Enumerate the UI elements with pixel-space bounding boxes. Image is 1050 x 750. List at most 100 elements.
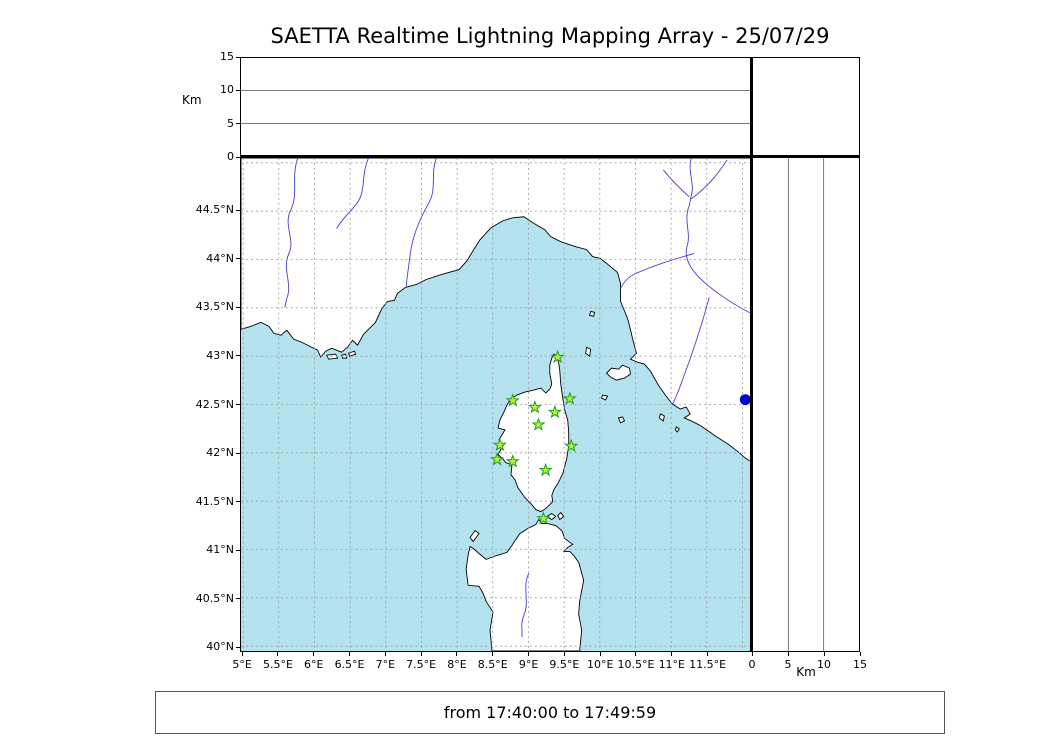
river xyxy=(662,169,690,198)
tick-mark xyxy=(236,156,240,158)
tick-mark xyxy=(236,598,240,600)
lightning-points xyxy=(739,394,751,406)
tick-label: 8°E xyxy=(447,658,467,671)
top-km-label: Km xyxy=(182,93,202,107)
tick-label: 43°N xyxy=(206,348,234,362)
island-asinara xyxy=(469,529,480,543)
thick-divider-vertical xyxy=(750,57,753,652)
tick-mark xyxy=(236,501,240,503)
tick-label: 9.5°E xyxy=(549,658,580,671)
tick-mark xyxy=(236,404,240,405)
tick-mark xyxy=(236,56,240,58)
tick-mark xyxy=(236,355,240,357)
island-giannutri xyxy=(674,426,680,433)
river xyxy=(405,158,437,287)
station-marker xyxy=(562,391,577,405)
station-marker xyxy=(505,393,520,407)
tick-label: 43.5°N xyxy=(195,300,234,314)
map xyxy=(241,158,751,651)
tick-label: 6°E xyxy=(304,658,324,671)
island-montecristo xyxy=(617,416,626,424)
island-levant xyxy=(348,350,357,357)
tick-mark xyxy=(384,652,386,656)
station-marker xyxy=(531,417,546,431)
coastline-corsica xyxy=(497,353,570,513)
tick-mark xyxy=(236,258,240,260)
island-gorgona xyxy=(589,310,596,317)
tick-mark xyxy=(492,652,494,656)
altitude-latitude-panel xyxy=(752,157,860,652)
tick-label: 10.5°E xyxy=(617,658,655,671)
tick-mark xyxy=(236,89,240,91)
tick-mark xyxy=(787,652,789,656)
coastline-mainland xyxy=(241,158,751,463)
river xyxy=(521,573,530,638)
tick-label: 0 xyxy=(227,150,234,163)
tick-label: 40°N xyxy=(206,640,234,654)
altitude-longitude-plot xyxy=(241,90,751,124)
island-elba xyxy=(605,364,631,381)
tick-mark xyxy=(456,652,458,656)
station-marker xyxy=(564,438,579,453)
tick-label: 8.5°E xyxy=(477,658,508,671)
tick-label: 5°E xyxy=(232,658,252,671)
island-maddalena xyxy=(545,513,557,521)
tick-mark xyxy=(236,209,240,211)
tick-mark xyxy=(859,652,861,656)
station-marker xyxy=(489,452,505,466)
river xyxy=(671,297,710,406)
river xyxy=(685,205,751,314)
tick-mark xyxy=(599,652,601,656)
station-marker xyxy=(505,454,520,468)
tick-mark xyxy=(751,652,753,656)
tick-mark xyxy=(241,652,243,656)
tick-mark xyxy=(420,652,422,656)
tick-label: 44°N xyxy=(206,251,234,265)
tick-mark xyxy=(236,549,240,551)
tick-mark xyxy=(277,652,279,656)
altitude-corner-panel xyxy=(752,57,860,157)
tick-mark xyxy=(313,652,315,656)
tick-label: 40.5°N xyxy=(195,591,234,605)
river xyxy=(688,158,693,206)
station-marker xyxy=(550,349,565,364)
tick-label: 11.5°E xyxy=(689,658,727,671)
thick-divider-horizontal xyxy=(240,155,860,158)
time-range-box: from 17:40:00 to 17:49:59 xyxy=(155,691,945,734)
island-pianosa xyxy=(601,394,609,401)
altitude-latitude-plot xyxy=(787,158,825,651)
tick-label: 41.5°N xyxy=(195,494,234,508)
tick-mark xyxy=(563,652,565,656)
time-range-text: from 17:40:00 to 17:49:59 xyxy=(443,703,657,722)
station-marker xyxy=(536,511,551,525)
tick-label: 5 xyxy=(784,658,792,671)
station-marker xyxy=(492,437,507,452)
island-port-cros xyxy=(341,353,348,359)
tick-mark xyxy=(635,652,637,656)
tick-label: 10 xyxy=(220,83,234,97)
tick-label: 15 xyxy=(853,658,867,671)
station-marker xyxy=(527,399,542,414)
tick-label: 44.5°N xyxy=(195,203,234,217)
station-markers xyxy=(489,349,579,525)
coastline-sardinia xyxy=(465,518,585,651)
tick-label: 0 xyxy=(748,658,756,671)
map-panel xyxy=(240,157,752,652)
lightning-point xyxy=(739,394,751,406)
river xyxy=(336,158,369,229)
tick-label: 10 xyxy=(817,658,831,671)
station-marker xyxy=(547,404,562,419)
altitude-longitude-panel xyxy=(240,57,752,157)
island-porquerolles xyxy=(325,353,339,360)
right-km-label: Km xyxy=(796,665,816,679)
tick-label: 11°E xyxy=(658,658,686,671)
tick-label: 10°E xyxy=(586,658,614,671)
map-grid xyxy=(241,158,751,651)
tick-label: 9°E xyxy=(518,658,539,671)
tick-mark xyxy=(236,123,240,125)
tick-mark xyxy=(707,652,709,656)
island-giglio xyxy=(658,413,665,422)
tick-label: 7.5°E xyxy=(406,658,437,671)
tick-mark xyxy=(236,452,240,454)
